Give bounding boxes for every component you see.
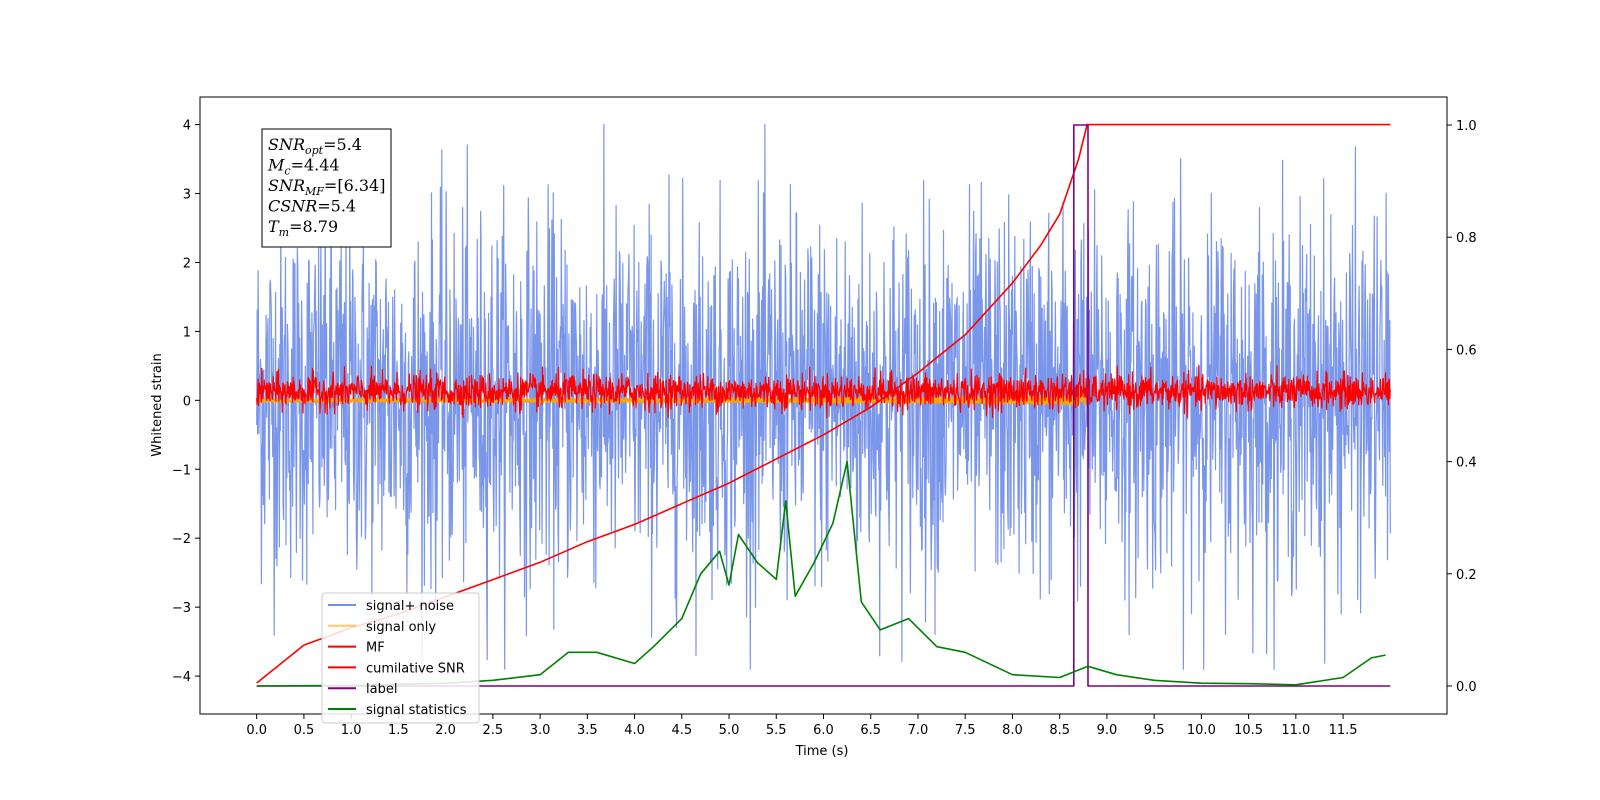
y-tick-label-left: −2 — [172, 532, 191, 547]
x-tick-label: 9.5 — [1144, 723, 1165, 738]
x-tick-label: 0.0 — [246, 723, 267, 738]
x-axis: 0.0 0.5 1.0 1.5 2.0 2.5 3.0 3.5 4.0 4.5 5.0 5.5 6.0 6… — [246, 714, 1358, 738]
y-tick-label-left: 2 — [183, 256, 191, 271]
legend-label: signal only — [366, 620, 436, 635]
annotation-line: CSNR=5.4 — [268, 197, 356, 216]
x-tick-label: 1.0 — [341, 723, 362, 738]
legend-label: signal+ noise — [366, 599, 454, 614]
y-tick-label-right: 0.2 — [1456, 568, 1477, 583]
x-tick-label: 11.5 — [1329, 723, 1358, 738]
y-tick-label-left: 0 — [183, 394, 191, 409]
legend-label: signal statistics — [366, 703, 467, 718]
y-axis-label: Whitened strain — [150, 353, 165, 456]
y-tick-label-right: 1.0 — [1456, 119, 1477, 134]
x-tick-label: 6.0 — [813, 723, 834, 738]
annotation-frame — [261, 128, 392, 248]
y-axis-right: 1.0 0.8 0.6 0.4 0.2 0.0 — [1447, 119, 1477, 695]
y-tick-label-left: 4 — [183, 119, 191, 134]
annotation-line: Tm=8.79 — [268, 217, 338, 239]
series-mf — [256, 365, 1391, 419]
x-tick-label: 4.5 — [671, 723, 692, 738]
y-tick-label-left: −1 — [172, 463, 191, 478]
x-tick-label: 1.5 — [388, 723, 409, 738]
annotation-line: Mc=4.44 — [267, 156, 340, 178]
x-tick-label: 2.0 — [435, 723, 456, 738]
x-tick-label: 2.5 — [483, 723, 504, 738]
x-tick-label: 8.0 — [1002, 723, 1023, 738]
y-axis-left: 4 3 2 1 0 −1 −2 −3 −4 — [172, 119, 200, 685]
y-tick-label-left: 3 — [183, 188, 191, 203]
x-tick-label: 3.0 — [530, 723, 551, 738]
annotation-line: SNRopt=5.4 — [268, 135, 362, 157]
y-tick-label-left: −3 — [172, 601, 191, 616]
y-tick-label-right: 0.8 — [1456, 231, 1477, 246]
legend-frame — [321, 592, 480, 724]
legend-label: cumilative SNR — [366, 661, 465, 676]
y-tick-label-right: 0.6 — [1456, 343, 1477, 358]
x-tick-label: 5.5 — [766, 723, 787, 738]
x-tick-label: 8.5 — [1049, 723, 1070, 738]
series-label — [256, 124, 1391, 687]
legend-label: MF — [366, 641, 385, 656]
x-tick-label: 7.0 — [908, 723, 929, 738]
x-tick-label: 5.0 — [719, 723, 740, 738]
x-tick-label: 11.0 — [1281, 723, 1310, 738]
x-tick-label: 4.0 — [624, 723, 645, 738]
series-signal-statistics — [256, 460, 1386, 687]
y-tick-label-right: 0.4 — [1456, 456, 1477, 471]
legend-label: label — [366, 682, 397, 697]
x-axis-label: Time (s) — [795, 744, 849, 759]
x-tick-label: 6.5 — [860, 723, 881, 738]
stats-annotation-box: SNRopt=5.4Mc=4.44SNRMF=[6.34]CSNR=5.4Tm=… — [261, 128, 392, 248]
x-tick-label: 10.0 — [1187, 723, 1216, 738]
annotation-line: SNRMF=[6.34] — [268, 176, 385, 198]
legend: signal+ noise signal only MF cumilative SNR… — [321, 592, 480, 724]
x-tick-label: 9.0 — [1097, 723, 1118, 738]
x-tick-label: 10.5 — [1234, 723, 1263, 738]
y-tick-label-left: −4 — [172, 670, 191, 685]
y-tick-label-left: 1 — [183, 325, 191, 340]
y-tick-label-right: 0.0 — [1456, 680, 1477, 695]
x-tick-label: 7.5 — [955, 723, 976, 738]
x-tick-label: 3.5 — [577, 723, 598, 738]
x-tick-label: 0.5 — [294, 723, 315, 738]
